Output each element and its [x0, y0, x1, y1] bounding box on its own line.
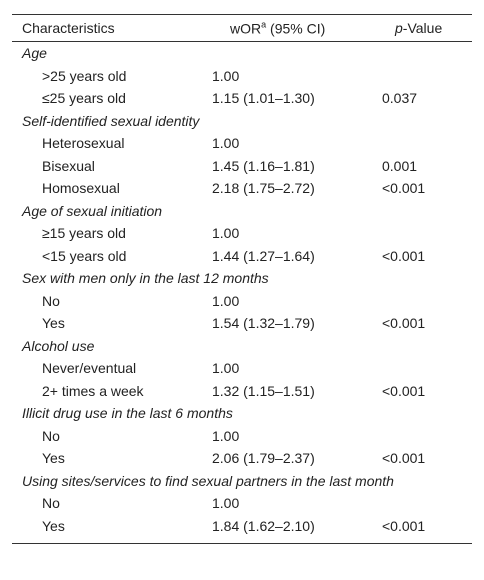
wor-cell: 1.84 (1.62–2.10)	[212, 517, 315, 534]
table: Characteristics wORa (95% CI) p-Value Ag…	[12, 14, 472, 544]
wor-cell: 1.45 (1.16–1.81)	[212, 157, 315, 174]
p-value-cell: <0.001	[382, 247, 426, 264]
data-row: Yes 2.06 (1.79–2.37) <0.001	[12, 447, 472, 470]
group-row: Alcohol use	[12, 335, 472, 358]
wor-cell: 1.00	[212, 427, 240, 444]
row-label: ≥15 years old	[42, 225, 126, 242]
data-row: Bisexual 1.45 (1.16–1.81) 0.001	[12, 155, 472, 178]
group-row: Age of sexual initiation	[12, 200, 472, 223]
header-text: -Value	[402, 20, 443, 36]
table-body: Age >25 years old 1.00 ≤25 years old 1.15 (1…	[12, 42, 472, 537]
group-title: Age	[22, 45, 47, 62]
data-row: No 1.00	[12, 425, 472, 448]
p-value-cell: <0.001	[382, 382, 426, 399]
group-title: Self-identified sexual identity	[22, 112, 200, 129]
group-row: Illicit drug use in the last 6 months	[12, 402, 472, 425]
wor-cell: 1.00	[212, 225, 240, 242]
wor-cell: 2.18 (1.75–2.72)	[212, 180, 315, 197]
wor-cell: 1.15 (1.01–1.30)	[212, 90, 315, 107]
row-label: Homosexual	[42, 180, 120, 197]
wor-cell: 1.00	[212, 360, 240, 377]
group-title: Using sites/services to find sexual part…	[22, 472, 394, 489]
header-text: (95% CI)	[266, 20, 326, 37]
data-row: No 1.00	[12, 290, 472, 313]
wor-cell: 1.44 (1.27–1.64)	[212, 247, 315, 264]
row-label: Yes	[42, 315, 65, 332]
header-text: wOR	[230, 20, 262, 37]
data-row: Homosexual 2.18 (1.75–2.72) <0.001	[12, 177, 472, 200]
wor-cell: 1.00	[212, 495, 240, 512]
wor-cell: 1.00	[212, 135, 240, 152]
data-row: No 1.00	[12, 492, 472, 515]
group-title: Illicit drug use in the last 6 months	[22, 405, 233, 422]
data-row: Never/eventual 1.00	[12, 357, 472, 380]
row-label: Never/eventual	[42, 360, 137, 377]
header-cell: Characteristics	[22, 20, 115, 36]
p-value-cell: <0.001	[382, 517, 426, 534]
footnote-mark: a	[261, 19, 267, 30]
row-label: >25 years old	[42, 67, 127, 84]
row-label: No	[42, 495, 60, 512]
bottom-rule	[12, 537, 472, 544]
wor-cell: 1.54 (1.32–1.79)	[212, 315, 315, 332]
row-label: Heterosexual	[42, 135, 125, 152]
p-value-cell: <0.001	[382, 180, 426, 197]
wor-cell: 1.32 (1.15–1.51)	[212, 382, 315, 399]
row-label: Yes	[42, 450, 65, 467]
row-label: No	[42, 427, 60, 444]
data-row: ≤25 years old 1.15 (1.01–1.30) 0.037	[12, 87, 472, 110]
row-label: <15 years old	[42, 247, 127, 264]
row-label: No	[42, 292, 60, 309]
header-text: p	[395, 20, 403, 36]
group-row: Age	[12, 42, 472, 65]
group-title: Age of sexual initiation	[22, 202, 163, 219]
wor-cell: 1.00	[212, 67, 240, 84]
group-row: Self-identified sexual identity	[12, 110, 472, 133]
data-row: <15 years old 1.44 (1.27–1.64) <0.001	[12, 245, 472, 268]
row-label: ≤25 years old	[42, 90, 126, 107]
data-row: ≥15 years old 1.00	[12, 222, 472, 245]
header-row: Characteristics wORa (95% CI) p-Value	[12, 14, 472, 42]
wor-cell: 2.06 (1.79–2.37)	[212, 450, 315, 467]
data-row: >25 years old 1.00	[12, 65, 472, 88]
group-row: Using sites/services to find sexual part…	[12, 470, 472, 493]
row-label: Bisexual	[42, 157, 95, 174]
row-label: 2+ times a week	[42, 382, 144, 399]
p-value-cell: <0.001	[382, 450, 426, 467]
group-title: Sex with men only in the last 12 months	[22, 270, 269, 287]
p-value-cell: 0.001	[382, 157, 418, 174]
data-row: Yes 1.54 (1.32–1.79) <0.001	[12, 312, 472, 335]
header-cell: wORa (95% CI)	[230, 20, 325, 37]
header-cell: p-Value	[395, 20, 442, 36]
p-value-cell: 0.037	[382, 90, 418, 107]
data-row: Heterosexual 1.00	[12, 132, 472, 155]
row-label: Yes	[42, 517, 65, 534]
data-row: 2+ times a week 1.32 (1.15–1.51) <0.001	[12, 380, 472, 403]
group-title: Alcohol use	[22, 337, 95, 354]
wor-cell: 1.00	[212, 292, 240, 309]
p-value-cell: <0.001	[382, 315, 426, 332]
data-row: Yes 1.84 (1.62–2.10) <0.001	[12, 515, 472, 538]
group-row: Sex with men only in the last 12 months	[12, 267, 472, 290]
